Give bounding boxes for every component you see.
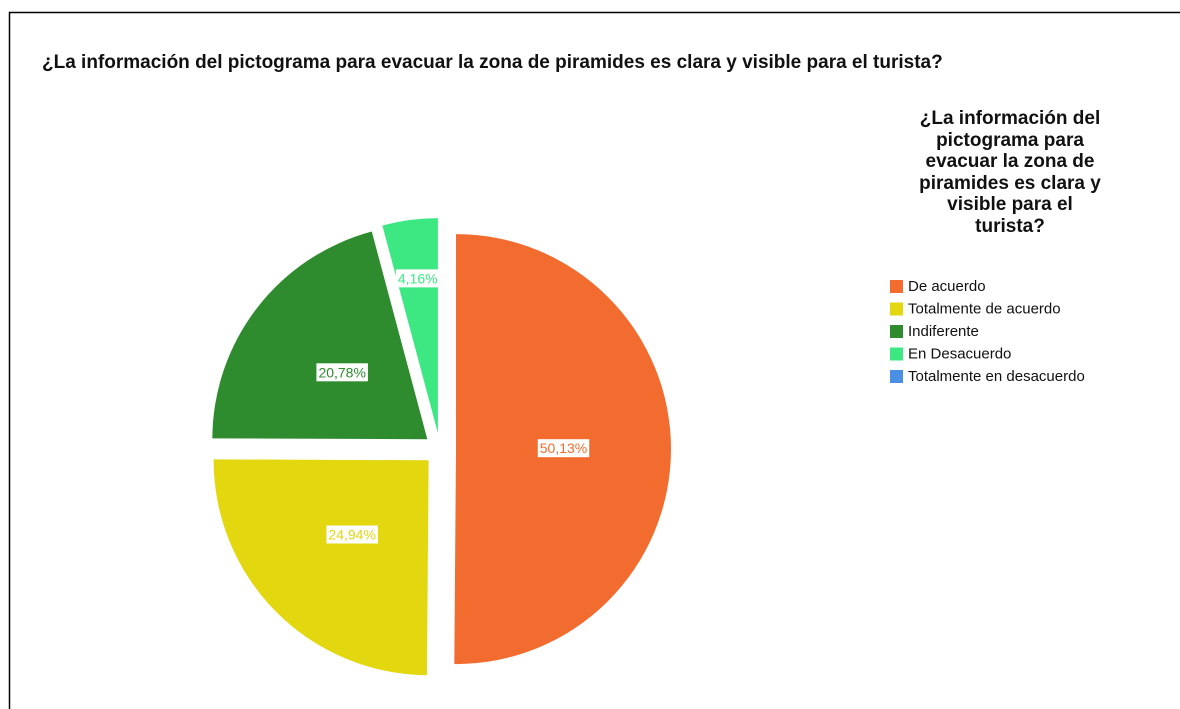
legend-swatch xyxy=(890,325,903,338)
legend-label: Totalmente en desacuerdo xyxy=(908,368,1085,385)
value-label-bg xyxy=(326,525,378,544)
value-label-bg xyxy=(316,363,368,382)
legend-label: Indiferente xyxy=(908,323,979,340)
legend-swatch xyxy=(890,280,903,293)
chart-title: ¿La información del pictograma para evac… xyxy=(42,52,943,73)
legend-label: En Desacuerdo xyxy=(908,345,1011,362)
legend-swatch xyxy=(890,302,903,316)
legend-swatch xyxy=(890,370,903,383)
pie-slice xyxy=(212,231,428,440)
value-label-bg xyxy=(537,439,590,458)
legend-swatch xyxy=(890,347,903,361)
legend-label: De acuerdo xyxy=(908,278,986,295)
legend-label: Totalmente de acuerdo xyxy=(908,300,1061,317)
value-label: 24,94% xyxy=(328,527,375,543)
value-label-bg xyxy=(395,269,440,288)
value-label: 20,78% xyxy=(318,364,365,380)
legend-title: ¿La información del pictograma para evac… xyxy=(919,108,1101,237)
value-label: 4,16% xyxy=(398,270,438,286)
pie-slice xyxy=(213,459,429,676)
value-label: 50,13% xyxy=(540,440,587,456)
